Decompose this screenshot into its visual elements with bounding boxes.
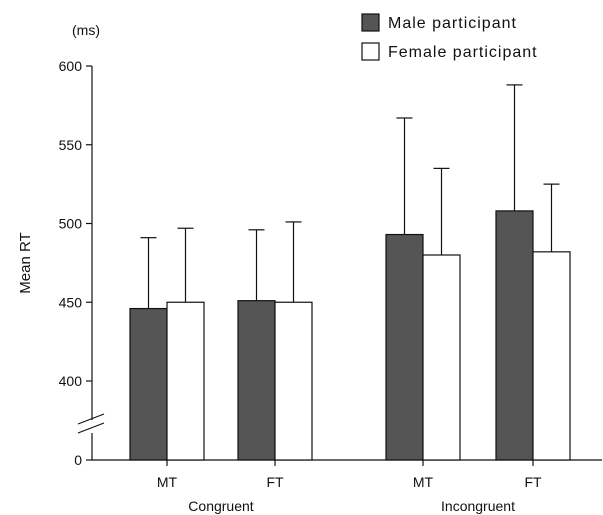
bar-female-0 (166, 301, 205, 461)
bar-male-1 (237, 300, 276, 461)
legend: Male participant Female participant (361, 13, 538, 61)
axis-break-mark (77, 413, 105, 425)
legend-swatch (361, 42, 380, 61)
y-tick-label: 0 (74, 452, 82, 468)
axis-break-mark (77, 422, 105, 434)
legend-label: Male participant (388, 15, 517, 32)
y-tick-label: 500 (59, 216, 83, 232)
bar-male-2 (385, 233, 424, 461)
y-tick-label: 600 (59, 58, 83, 74)
group-label: Incongruent (441, 498, 515, 514)
x-tick-label: FT (524, 474, 542, 490)
y-unit-label: (ms) (72, 22, 100, 38)
group-label: Congruent (188, 498, 253, 514)
bar-female-2 (422, 254, 461, 461)
x-tick-label: MT (413, 474, 434, 490)
bar-female-3 (532, 251, 571, 461)
y-tick-label: 450 (59, 294, 83, 310)
legend-label: Female participant (388, 44, 538, 61)
labels: 0 400 450 500 550 600 (ms) Mean RT MT FT MT FT Congr… (17, 22, 542, 514)
bar-male-3 (495, 210, 534, 461)
bar-male-0 (129, 307, 168, 461)
x-tick-label: MT (157, 474, 178, 490)
error-bars (140, 84, 560, 309)
bars (129, 210, 571, 461)
legend-swatch (361, 13, 380, 32)
y-tick-label: 550 (59, 137, 83, 153)
y-axis-title: Mean RT (17, 232, 34, 293)
y-tick-label: 400 (59, 373, 83, 389)
x-tick-label: FT (266, 474, 284, 490)
bar-female-1 (274, 301, 313, 461)
